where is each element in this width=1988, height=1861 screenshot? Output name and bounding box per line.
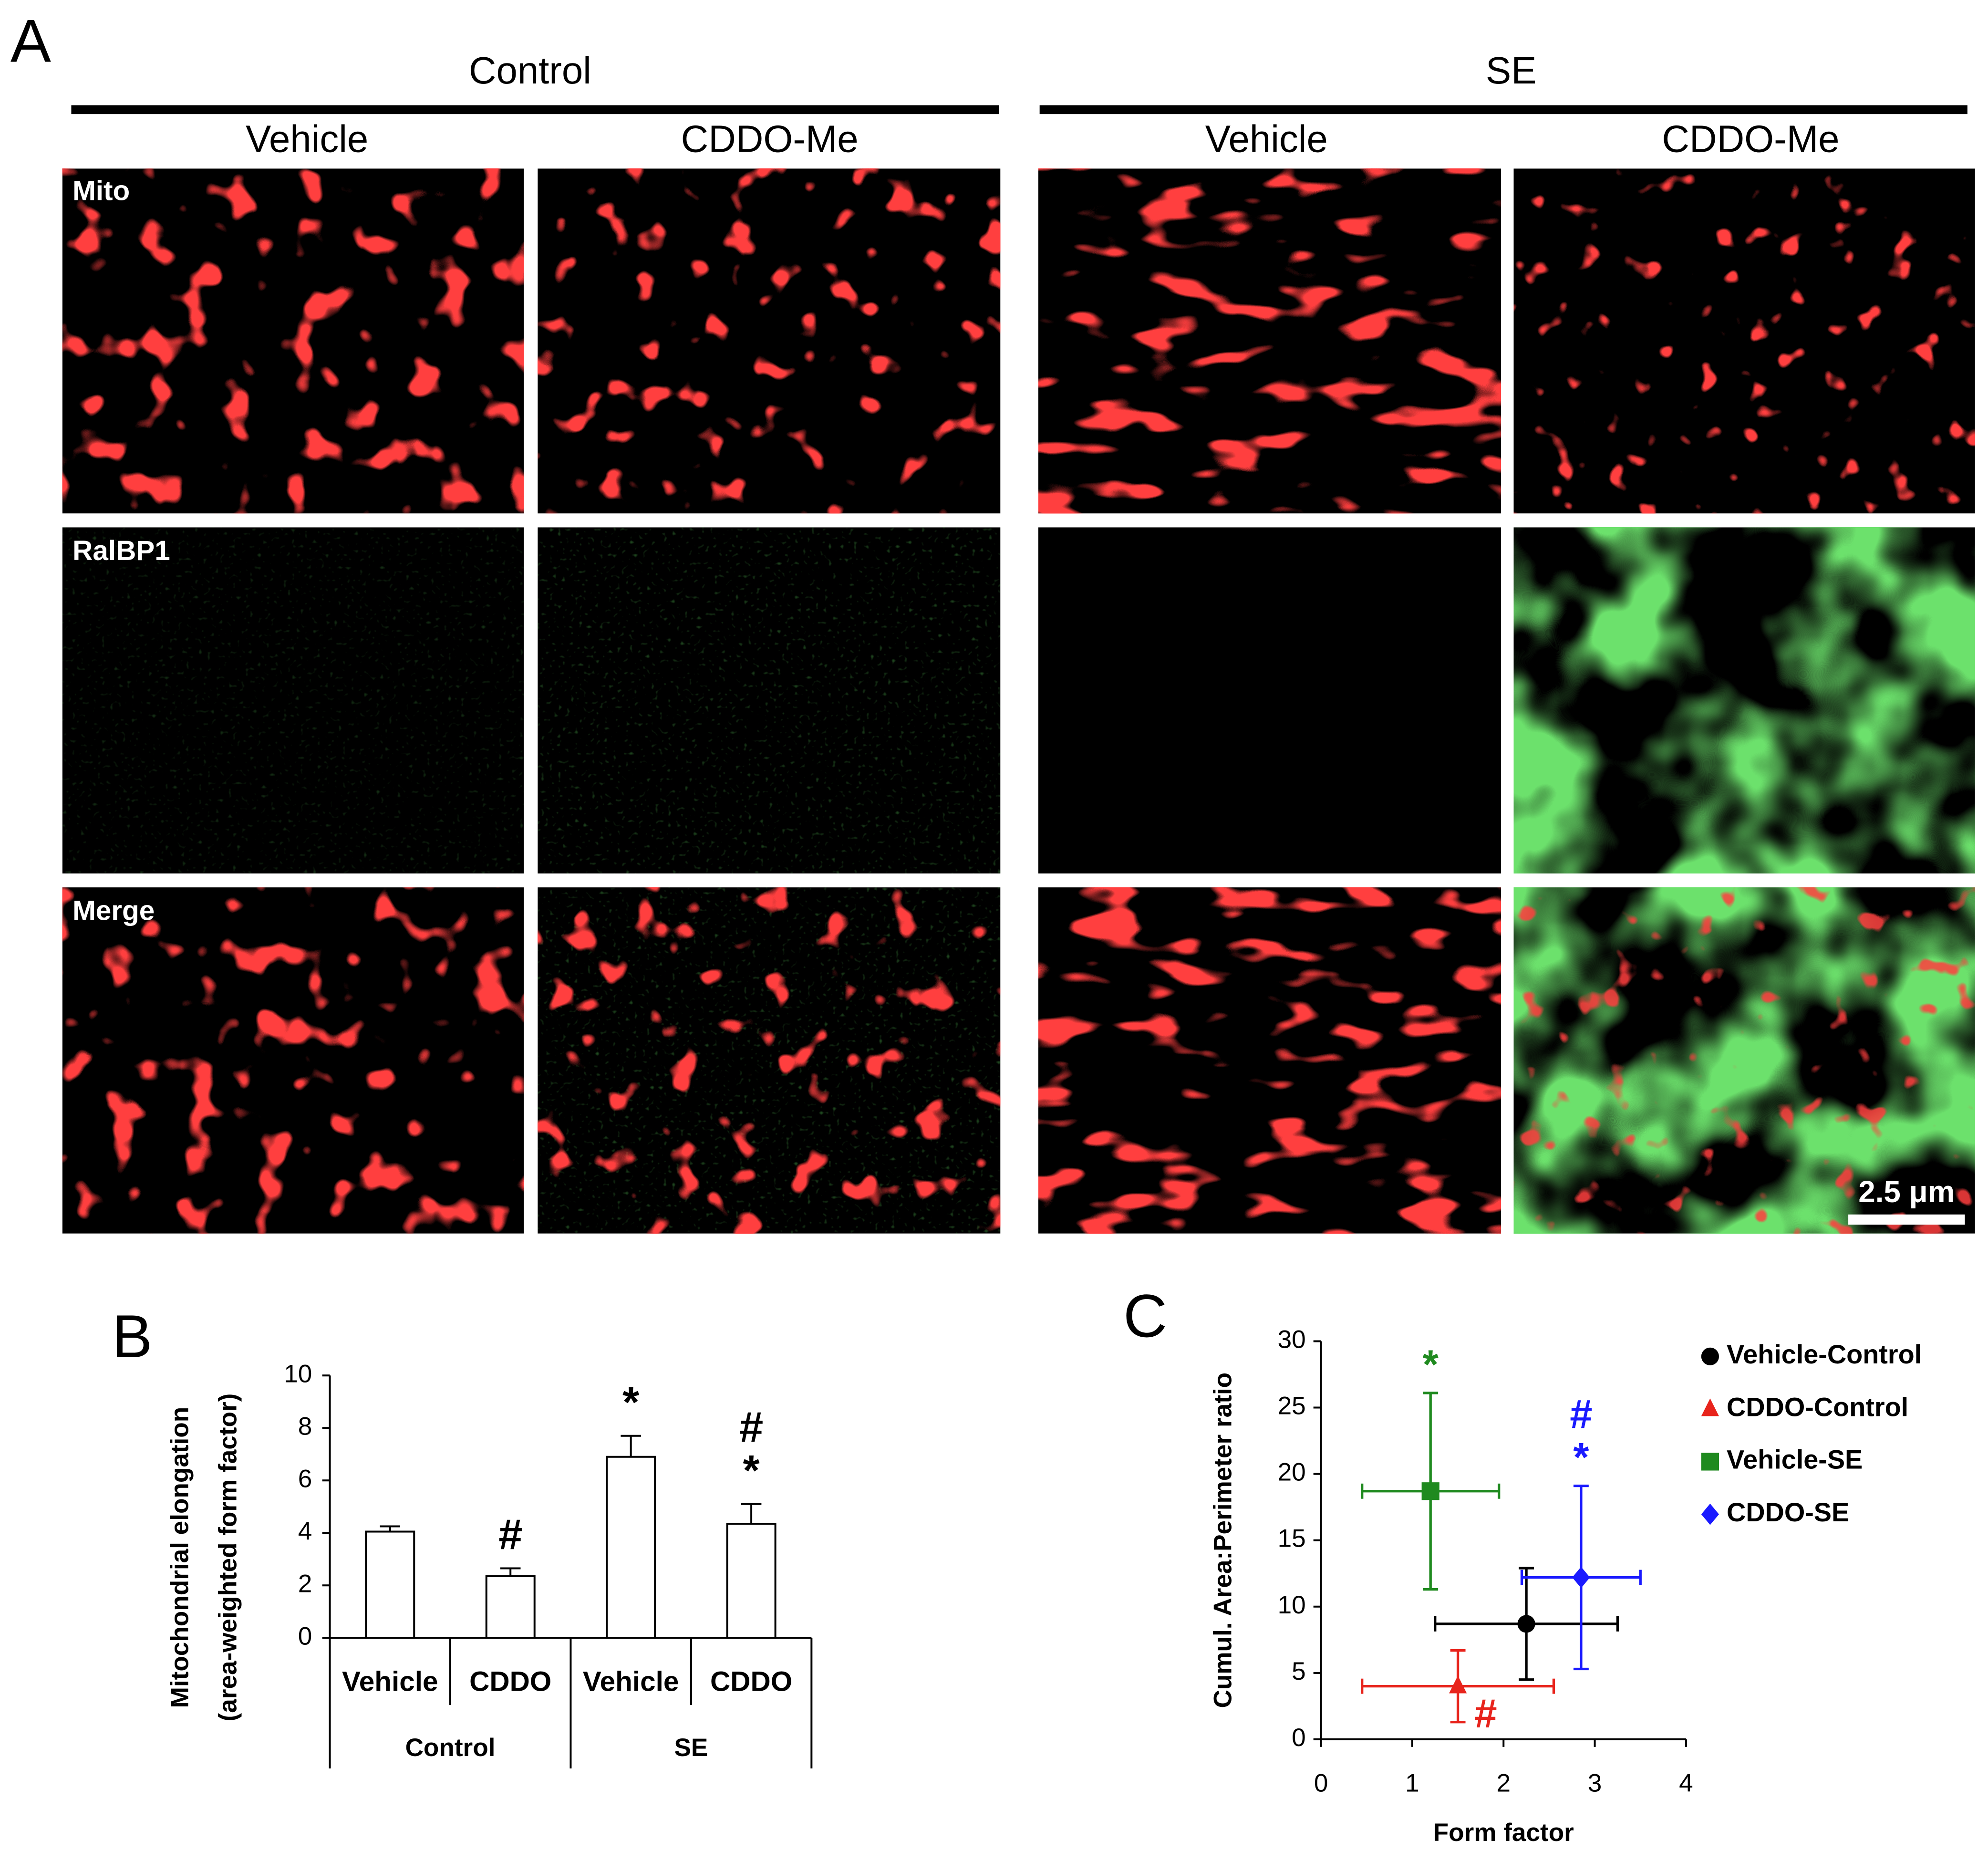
green-texture xyxy=(62,527,524,873)
green-texture xyxy=(1513,527,1975,873)
micrographs: 2.5 μm Mito RalBP1 Merge xyxy=(62,168,1975,1234)
x-axis-label: Form factor xyxy=(1433,1819,1574,1847)
y-tick-label: 20 xyxy=(1278,1458,1306,1487)
bar xyxy=(365,1530,415,1639)
legend-label: CDDO-SE xyxy=(1727,1497,1849,1527)
significance-marker: * xyxy=(743,1446,760,1495)
y-axis-label: (area-weighted form factor) xyxy=(214,1393,242,1722)
row-label: RalBP1 xyxy=(72,535,170,566)
group-label: SE xyxy=(1486,49,1536,92)
x-tick-label: CDDO xyxy=(710,1666,792,1697)
legend-label: Vehicle-Control xyxy=(1727,1339,1922,1369)
y-tick-label: 4 xyxy=(298,1517,312,1545)
legend-marker xyxy=(1701,1398,1719,1416)
x-tick-label: Vehicle xyxy=(583,1666,679,1697)
x-tick-label: 0 xyxy=(1314,1769,1328,1798)
y-axis-label: Cumul. Area:Perimeter ratio xyxy=(1209,1372,1237,1708)
point xyxy=(1572,1567,1590,1588)
legend-label: CDDO-Control xyxy=(1727,1392,1908,1422)
significance-marker: * xyxy=(1423,1342,1439,1387)
scale-bar-label: 2.5 μm xyxy=(1858,1175,1955,1209)
significance-marker: # xyxy=(739,1404,763,1452)
x-tick-label: 2 xyxy=(1496,1769,1511,1798)
scale-bar xyxy=(1848,1214,1965,1225)
mito-texture xyxy=(538,168,1001,514)
point xyxy=(1449,1675,1467,1694)
panel-label: B xyxy=(112,1303,152,1371)
x-tick-label: 4 xyxy=(1679,1769,1693,1798)
micrograph xyxy=(1038,527,1501,873)
bar xyxy=(726,1523,777,1639)
y-tick-label: 25 xyxy=(1278,1392,1306,1420)
legend-marker xyxy=(1701,1347,1719,1365)
mito-texture xyxy=(1038,168,1501,514)
y-axis-label: Mitochondrial elongation xyxy=(166,1407,194,1708)
mito-texture xyxy=(1038,887,1501,1234)
group-rule xyxy=(1039,105,1967,114)
significance-marker: # xyxy=(498,1511,522,1559)
y-tick-label: 0 xyxy=(298,1622,312,1650)
bar xyxy=(485,1575,536,1639)
bar xyxy=(606,1456,656,1639)
treatment-label: CDDO-Me xyxy=(1662,118,1839,160)
group-rule xyxy=(71,105,999,114)
y-tick-label: 30 xyxy=(1278,1326,1306,1354)
group-label: Control xyxy=(469,49,591,92)
significance-marker: # xyxy=(1570,1392,1592,1437)
point xyxy=(1421,1482,1439,1500)
green-texture xyxy=(538,527,1001,873)
row-label: Mito xyxy=(72,175,130,206)
significance-marker: * xyxy=(622,1378,640,1426)
legend-marker xyxy=(1701,1453,1719,1471)
legend-marker xyxy=(1701,1503,1719,1525)
x-tick-label: 3 xyxy=(1588,1769,1602,1798)
mito-texture xyxy=(1513,887,1975,1234)
group-label: Control xyxy=(405,1734,496,1762)
x-tick-label: Vehicle xyxy=(342,1666,438,1697)
mito-texture xyxy=(538,887,1001,1234)
y-tick-label: 5 xyxy=(1292,1657,1306,1685)
treatment-label: Vehicle xyxy=(246,118,368,160)
legend-label: Vehicle-SE xyxy=(1727,1445,1863,1475)
row-label: Merge xyxy=(72,895,155,926)
point xyxy=(1517,1615,1535,1633)
mito-texture xyxy=(62,887,524,1234)
y-tick-label: 15 xyxy=(1278,1525,1306,1553)
significance-marker: * xyxy=(1573,1435,1589,1480)
y-tick-label: 10 xyxy=(1278,1591,1306,1619)
y-tick-label: 6 xyxy=(298,1465,312,1493)
treatment-label: CDDO-Me xyxy=(681,118,859,160)
mito-texture xyxy=(62,168,524,514)
panel-label: A xyxy=(10,7,51,75)
y-tick-label: 2 xyxy=(298,1570,312,1598)
panel-label: C xyxy=(1123,1283,1167,1351)
mito-texture xyxy=(1513,168,1975,514)
x-tick-label: CDDO xyxy=(469,1666,551,1697)
treatment-label: Vehicle xyxy=(1205,118,1328,160)
group-label: SE xyxy=(674,1734,708,1762)
x-tick-label: 1 xyxy=(1405,1769,1419,1798)
y-tick-label: 10 xyxy=(284,1360,312,1388)
significance-marker: # xyxy=(1474,1691,1497,1736)
y-tick-label: 0 xyxy=(1292,1724,1306,1752)
y-tick-label: 8 xyxy=(298,1412,312,1440)
